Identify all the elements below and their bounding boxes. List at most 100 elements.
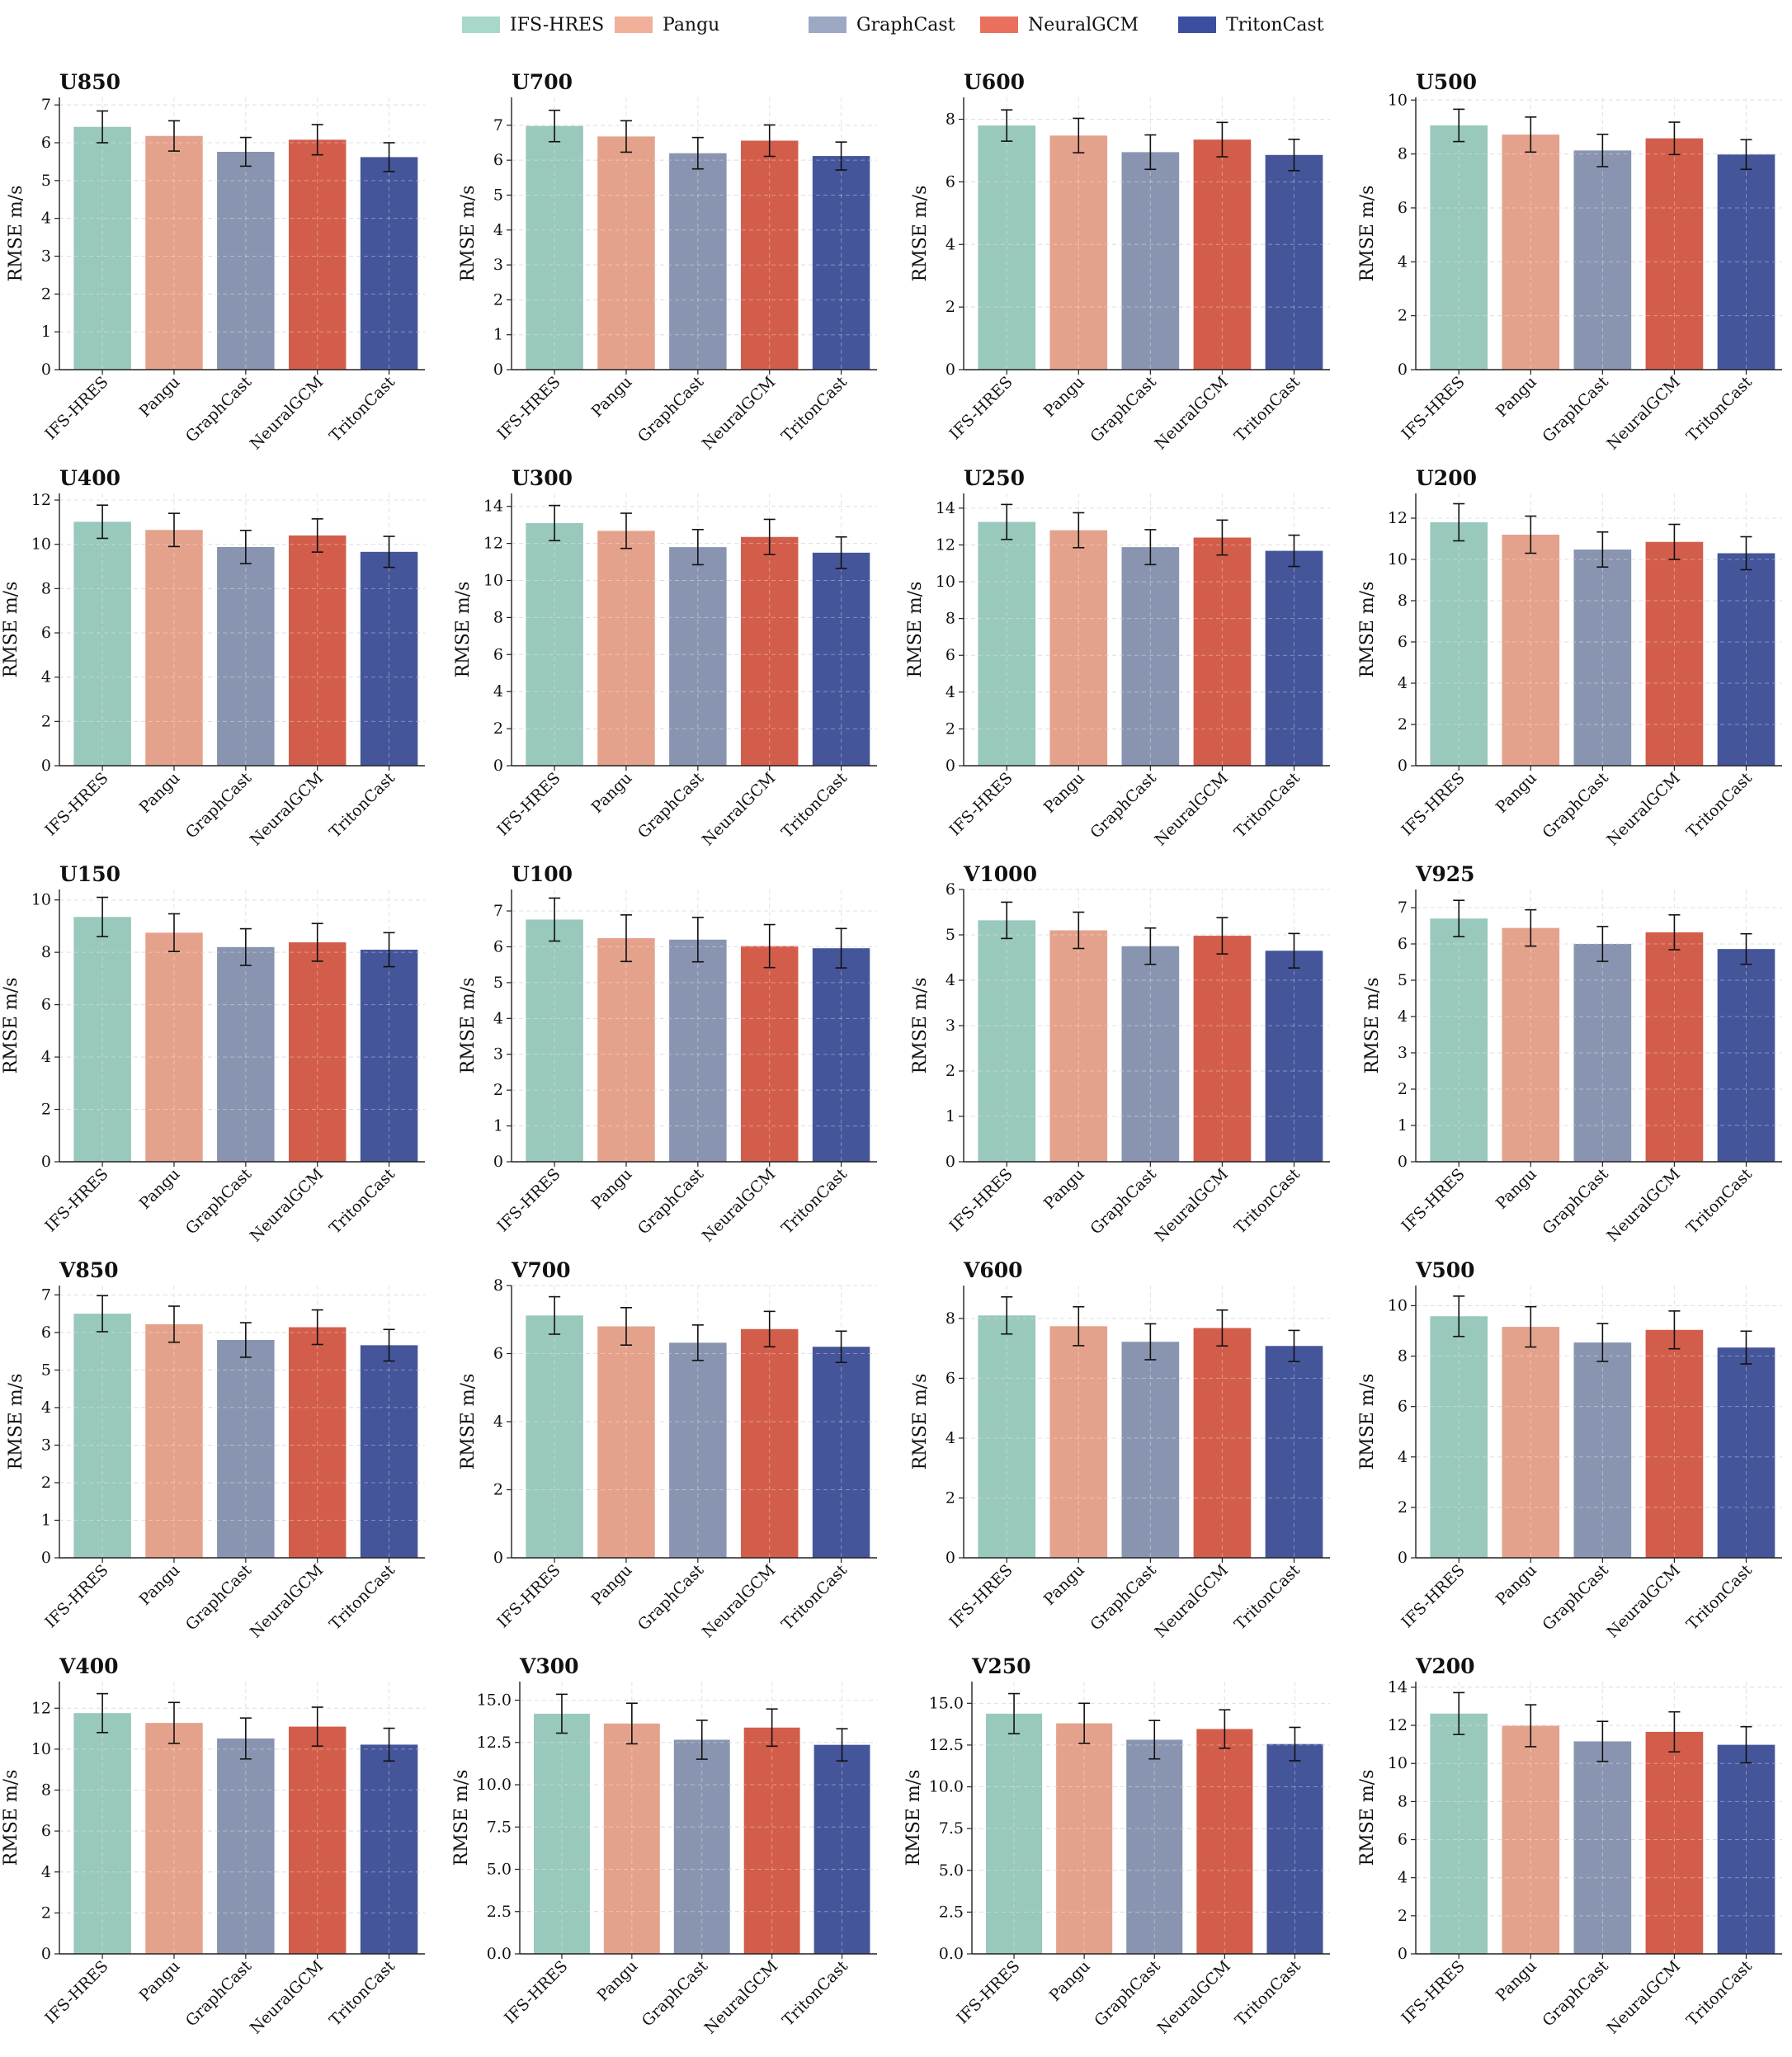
- error-bar: [1668, 121, 1681, 156]
- y-tick-label: 7.5: [939, 1819, 964, 1838]
- bar-ifs-hres: [526, 125, 583, 370]
- bar-tritoncast: [360, 1345, 418, 1558]
- x-tick-label: Pangu: [136, 1561, 184, 1609]
- x-tick-label: Pangu: [588, 1165, 636, 1213]
- x-tick-label: NeuralGCM: [699, 373, 779, 453]
- x-tick-label: IFS-HRES: [41, 1561, 111, 1631]
- error-bar: [835, 927, 847, 969]
- y-tick-label: 0: [41, 757, 51, 775]
- bar-tritoncast: [812, 552, 870, 766]
- legend-swatch: [615, 17, 653, 33]
- x-tick-label: NeuralGCM: [699, 1165, 779, 1245]
- x-tick-label: IFS-HRES: [946, 769, 1016, 839]
- x-tick-label: GraphCast: [1539, 1561, 1612, 1635]
- y-tick-label: 6: [1398, 633, 1408, 651]
- chart-panel-v200: V200 0 2 4 6 8 10 12 14 RMSE m/s IFS-HRES Pangu Grap…: [1356, 1654, 1792, 2057]
- y-axis-label: RMSE m/s: [458, 978, 479, 1074]
- error-bar: [1596, 531, 1609, 569]
- x-tick-label: TritonCast: [326, 1561, 398, 1634]
- bar-tritoncast: [360, 1744, 418, 1954]
- error-bar: [167, 913, 180, 953]
- y-tick-label: 4: [1398, 1007, 1408, 1026]
- y-tick-label: 0: [41, 1549, 51, 1567]
- panel-svg: V300 0.0 2.5 5.0 7.5 10.0 12.5 15.0 RMSE m/s IFS-…: [451, 1654, 877, 2037]
- y-tick-label: 5.0: [939, 1861, 964, 1880]
- x-tick-label: IFS-HRES: [41, 1957, 111, 2027]
- x-tick-label: Pangu: [1493, 373, 1540, 421]
- y-tick-label: 2: [493, 1081, 503, 1099]
- y-axis-label: RMSE m/s: [1, 1770, 21, 1866]
- y-tick-label: 0: [946, 1153, 955, 1171]
- bar-graphcast: [1121, 946, 1180, 1162]
- bar-graphcast: [1573, 1741, 1632, 1954]
- x-tick-label: GraphCast: [1091, 1957, 1164, 2031]
- y-tick-label: 10: [1388, 1296, 1408, 1314]
- bar-ifs-hres: [978, 521, 1036, 766]
- error-bar: [1596, 1323, 1609, 1362]
- x-tick-label: NeuralGCM: [701, 1957, 781, 2037]
- error-bar: [1668, 1710, 1681, 1753]
- chart-panel-v250: V250 0.0 2.5 5.0 7.5 10.0 12.5 15.0 RMSE m/s IFS-…: [903, 1654, 1356, 2057]
- x-tick-label: IFS-HRES: [953, 1957, 1023, 2027]
- x-tick-label: IFS-HRES: [493, 1165, 564, 1235]
- bar-graphcast: [217, 152, 275, 370]
- error-bar: [1144, 927, 1157, 965]
- error-bar: [1216, 121, 1228, 158]
- bar-tritoncast: [1265, 550, 1323, 766]
- x-tick-label: TritonCast: [326, 1165, 398, 1238]
- y-tick-label: 12.5: [477, 1734, 512, 1752]
- y-axis-label: RMSE m/s: [1, 582, 21, 678]
- bar-graphcast: [1121, 152, 1180, 370]
- legend-swatch: [809, 17, 846, 33]
- x-tick-label: GraphCast: [182, 769, 256, 842]
- y-tick-label: 2: [41, 285, 51, 303]
- error-bar: [239, 136, 252, 167]
- y-tick-label: 3: [493, 1045, 503, 1064]
- y-tick-label: 0: [946, 361, 955, 379]
- bar-tritoncast: [360, 157, 418, 370]
- bar-tritoncast: [1717, 1744, 1775, 1954]
- bar-neuralgcm: [740, 946, 799, 1162]
- x-tick-label: NeuralGCM: [699, 769, 779, 849]
- x-tick-label: Pangu: [1493, 1165, 1540, 1213]
- error-bar: [167, 1701, 180, 1744]
- y-tick-label: 3: [1398, 1044, 1408, 1062]
- error-bar: [383, 932, 395, 968]
- panel-svg: V1000 0 1 2 3 4 5 6 RMSE m/s IFS-HRES PanguGraphCa…: [910, 862, 1330, 1245]
- y-axis-label: RMSE m/s: [6, 186, 26, 282]
- panel-title: U600: [964, 73, 1025, 94]
- panel-title: U500: [1416, 73, 1477, 94]
- x-tick-label: Pangu: [1493, 1957, 1540, 2005]
- y-tick-label: 0: [946, 757, 955, 775]
- panel-title: U400: [59, 469, 120, 490]
- y-tick-label: 4: [493, 1009, 503, 1027]
- y-tick-label: 0: [946, 1549, 955, 1567]
- y-tick-label: 2: [493, 1481, 503, 1499]
- y-tick-label: 0: [493, 361, 503, 379]
- error-bar: [167, 1305, 180, 1343]
- bar-tritoncast: [812, 156, 870, 370]
- y-tick-label: 6: [1398, 199, 1408, 217]
- y-tick-label: 5: [41, 172, 51, 190]
- bar-pangu: [597, 531, 655, 766]
- x-tick-label: TritonCast: [778, 1561, 851, 1634]
- error-bar: [1740, 139, 1752, 171]
- error-bar: [691, 1324, 704, 1361]
- chart-panel-v300: V300 0.0 2.5 5.0 7.5 10.0 12.5 15.0 RMSE m/s IFS-…: [451, 1654, 904, 2057]
- error-bar: [763, 124, 776, 158]
- bar-ifs-hres: [978, 1315, 1036, 1558]
- y-tick-label: 4: [41, 1399, 51, 1417]
- bar-ifs-hres: [978, 920, 1036, 1162]
- y-tick-label: 10: [31, 1740, 51, 1758]
- y-tick-label: 6: [41, 624, 51, 642]
- panel-svg: U200 0 2 4 6 8 10 12 RMSE m/s IFS-HRES PanguGraphC…: [1357, 466, 1782, 849]
- legend-svg: IFS-HRES Pangu GraphCast NeuralGCM TritonCas…: [462, 15, 1324, 35]
- error-bar: [1596, 926, 1609, 962]
- y-tick-label: 8: [493, 1276, 503, 1295]
- bar-pangu: [597, 136, 655, 370]
- y-tick-label: 0: [41, 361, 51, 379]
- x-tick-label: IFS-HRES: [946, 1165, 1016, 1235]
- y-tick-label: 15.0: [477, 1691, 512, 1710]
- x-tick-label: NeuralGCM: [247, 373, 327, 453]
- error-bar: [549, 897, 561, 942]
